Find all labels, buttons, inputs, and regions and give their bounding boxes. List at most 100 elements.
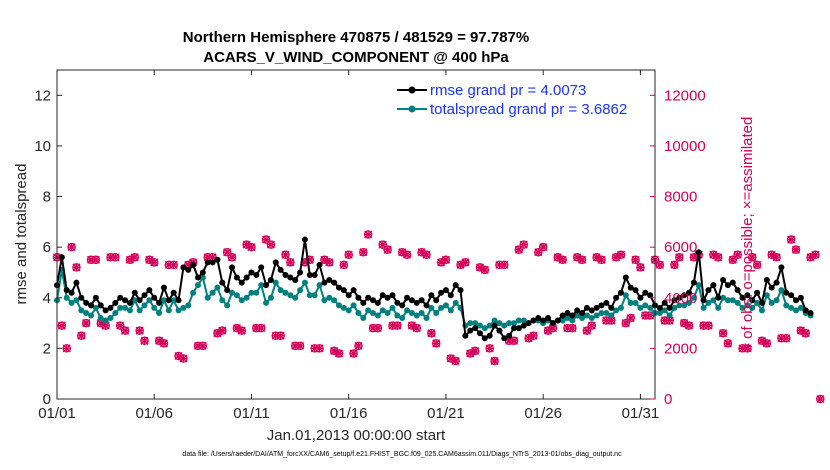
totalspread-point [253, 289, 260, 296]
totalspread-point [788, 304, 795, 311]
obs-assimilated-point [62, 344, 71, 353]
rmse-point [496, 327, 503, 334]
x-tick-label: 01/26 [524, 405, 562, 422]
rmse-point [554, 317, 561, 324]
obs-assimilated-point [91, 255, 100, 264]
totalspread-point [355, 309, 362, 316]
y-axis-label: rmse and totalspread [13, 164, 30, 305]
totalspread-point [229, 289, 236, 296]
totalspread-point [438, 304, 445, 311]
totalspread-point [117, 304, 124, 311]
rmse-point [583, 304, 590, 311]
totalspread-point [292, 294, 299, 301]
rmse-point [433, 297, 440, 304]
rmse-point [340, 287, 347, 294]
rmse-point [370, 297, 377, 304]
totalspread-point [194, 282, 201, 289]
rmse-point [447, 292, 454, 299]
totalspread-point [647, 304, 654, 311]
x-axis-label: Jan.01,2013 00:00:00 start [267, 427, 446, 444]
obs-assimilated-point [801, 329, 810, 338]
totalspread-point [287, 292, 294, 299]
rmse-point [131, 289, 138, 296]
rmse-point [219, 279, 226, 286]
rmse-point [739, 294, 746, 301]
totalspread-point [243, 294, 250, 301]
totalspread-point [632, 299, 639, 306]
obs-assimilated-point [296, 341, 305, 350]
totalspread-point [214, 284, 221, 291]
totalspread-point [491, 317, 498, 324]
obs-assimilated-point [616, 250, 625, 259]
totalspread-point [233, 292, 240, 299]
obs-assimilated-point [325, 258, 334, 267]
rmse-point [199, 269, 206, 276]
totalspread-point [370, 309, 377, 316]
rmse-point [598, 302, 605, 309]
obs-assimilated-point [636, 263, 645, 272]
totalspread-point [564, 315, 571, 322]
rmse-point [258, 264, 265, 271]
obs-assimilated-point [451, 357, 460, 366]
totalspread-point [83, 309, 90, 316]
totalspread-point [729, 297, 736, 304]
totalspread-point [335, 302, 342, 309]
totalspread-point [277, 287, 284, 294]
rmse-point [559, 312, 566, 319]
totalspread-point [78, 307, 85, 314]
rmse-point [102, 307, 109, 314]
rmse-point [253, 271, 260, 278]
totalspread-point [345, 307, 352, 314]
rmse-point [724, 282, 731, 289]
totalspread-point [379, 307, 386, 314]
totalspread-point [695, 282, 702, 289]
obs-assimilated-point [130, 253, 139, 262]
legend: rmse grand pr = 4.0073 totalspread grand… [393, 77, 649, 119]
rmse-point [88, 302, 95, 309]
obs-assimilated-point [480, 265, 489, 274]
x-tick-label: 01/06 [135, 405, 173, 422]
totalspread-point [301, 279, 308, 286]
data-file-footnote: data file: /Users/raeder/DAI/ATM_forcXX/… [182, 451, 622, 458]
totalspread-point [452, 299, 459, 306]
obs-assimilated-point [218, 326, 227, 335]
totalspread-point [170, 297, 177, 304]
totalspread-point [331, 297, 338, 304]
totalspread-point [306, 292, 313, 299]
rmse-point [656, 304, 663, 311]
rmse-point [511, 325, 518, 332]
obs-assimilated-point [485, 344, 494, 353]
obs-assimilated-point [748, 253, 757, 262]
right-y-tick-label: 12000 [664, 87, 706, 104]
x-tick-label: 01/16 [330, 405, 368, 422]
totalspread-point [272, 279, 279, 286]
rmse-point [122, 297, 129, 304]
chart-title-line1: Northern Hemisphere 470875 / 481529 = 97… [183, 29, 529, 46]
rmse-point [229, 264, 236, 271]
y-tick-label: 8 [43, 189, 51, 206]
obs-assimilated-point [237, 326, 246, 335]
rmse-point [292, 277, 299, 284]
rmse-point [97, 302, 104, 309]
totalspread-point [131, 297, 138, 304]
totalspread-point [126, 307, 133, 314]
totalspread-point [496, 320, 503, 327]
totalspread-point [102, 317, 109, 324]
totalspread-point [63, 294, 70, 301]
totalspread-point [404, 307, 411, 314]
rmse-point [700, 297, 707, 304]
totalspread-point [185, 302, 192, 309]
rmse-point [107, 304, 114, 311]
totalspread-point [467, 320, 474, 327]
rmse-point [710, 282, 717, 289]
rmse-point [661, 299, 668, 306]
rmse-point [146, 287, 153, 294]
rmse-point [408, 297, 415, 304]
rmse-point [321, 279, 328, 286]
rmse-point [316, 261, 323, 268]
totalspread-point [326, 294, 333, 301]
rmse-point [797, 294, 804, 301]
legend-marker-rmse [408, 86, 416, 94]
